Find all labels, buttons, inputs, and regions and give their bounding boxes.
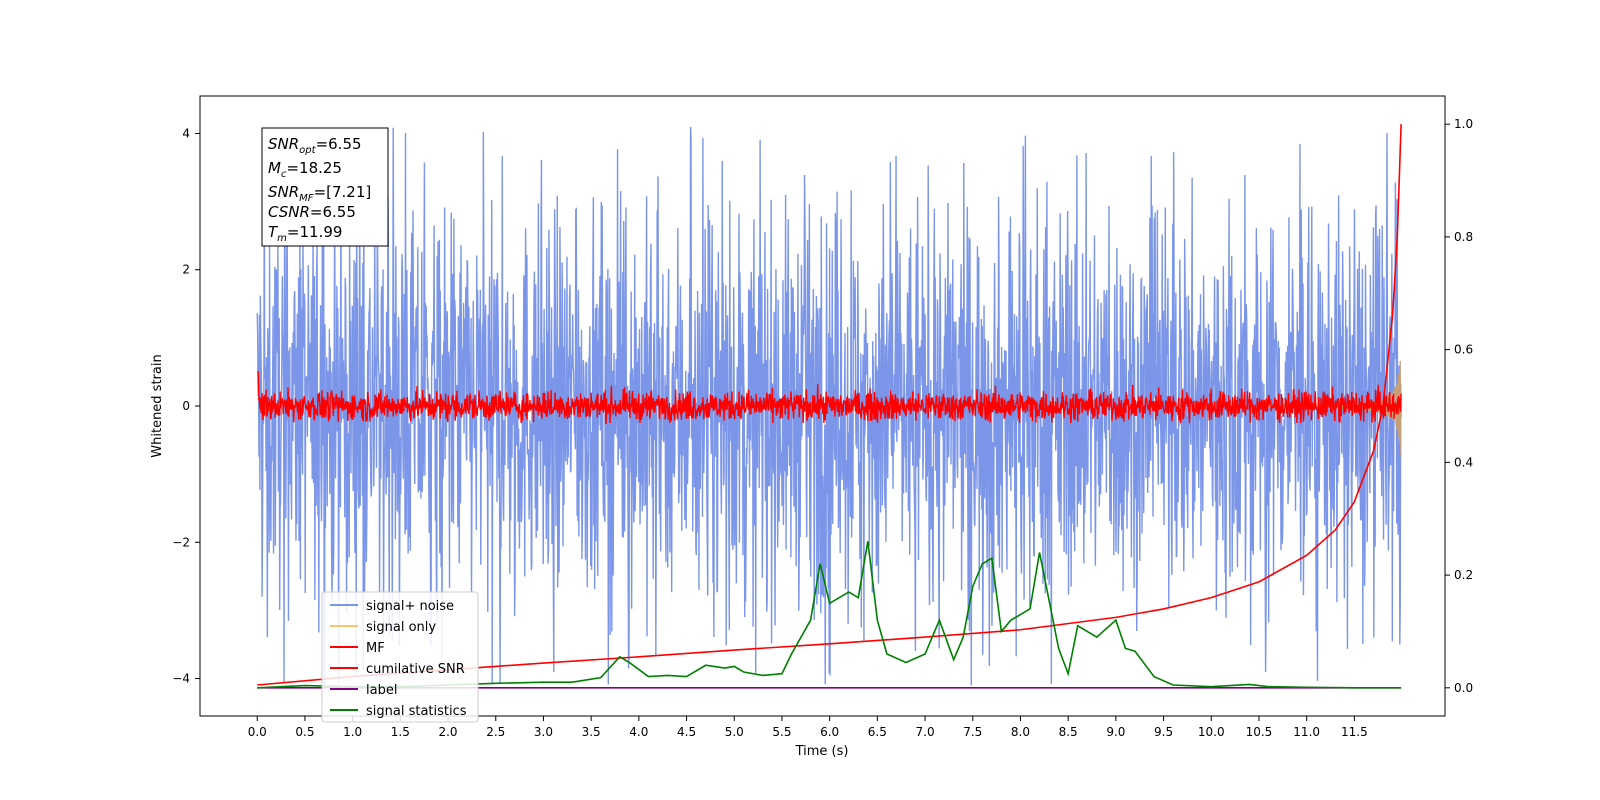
x-tick-label: 9.0 — [1106, 725, 1125, 739]
y-right-tick-label: 0.4 — [1454, 455, 1473, 469]
x-tick-label: 1.0 — [343, 725, 362, 739]
x-tick-label: 7.5 — [963, 725, 982, 739]
info-box: SNRopt=6.55 Mc=18.25 SNRMF=[7.21] CSNR=6… — [261, 127, 389, 247]
info-tm: Tm=11.99 — [268, 223, 342, 244]
legend-label: signal+ noise — [366, 599, 454, 614]
x-tick-label: 10.0 — [1198, 725, 1225, 739]
y-tick-label: 0 — [182, 399, 190, 413]
y-tick-label: −2 — [172, 535, 190, 549]
x-tick-label: 3.5 — [582, 725, 601, 739]
x-tick-label: 4.0 — [629, 725, 648, 739]
legend-label: MF — [366, 641, 385, 656]
legend-label: label — [366, 683, 397, 698]
x-tick-label: 7.0 — [916, 725, 935, 739]
legend: signal+ noise signal only MF cumilative SNR… — [321, 591, 479, 723]
x-tick-label: 11.0 — [1293, 725, 1320, 739]
y-axis-left: 4 2 0 −2 −4 — [172, 126, 200, 686]
y-tick-label: 4 — [182, 126, 190, 140]
x-tick-label: 2.0 — [438, 725, 457, 739]
legend-entries: signal+ noise signal only MF cumilative SNR… — [330, 599, 467, 719]
x-tick-label: 4.5 — [677, 725, 696, 739]
series-layer — [256, 124, 1402, 689]
x-tick-label: 5.0 — [725, 725, 744, 739]
x-tick-label: 0.0 — [248, 725, 267, 739]
info-box-frame — [261, 127, 389, 247]
y-right-tick-label: 0.6 — [1454, 343, 1473, 357]
info-snr-mf: SNRMF=[7.21] — [268, 183, 371, 204]
y-right-tick-label: 0.8 — [1454, 230, 1473, 244]
y-right-tick-label: 1.0 — [1454, 117, 1473, 131]
legend-label: cumilative SNR — [366, 662, 465, 677]
legend-label: signal only — [366, 620, 436, 635]
y-tick-label: −4 — [172, 672, 190, 686]
series-line-mf — [257, 371, 1402, 424]
x-tick-label: 8.5 — [1059, 725, 1078, 739]
x-tick-label: 9.5 — [1154, 725, 1173, 739]
y-right-tick-label: 0.2 — [1454, 568, 1473, 582]
legend-label: signal statistics — [366, 704, 467, 719]
x-axis: 0.0 0.5 1.0 1.5 2.0 2.5 3.0 3.5 4.0 4.5 5.0 5.5 6.0 6… — [248, 716, 1368, 739]
info-mc: Mc=18.25 — [268, 159, 342, 180]
series-line-signal-statistics — [257, 541, 1402, 689]
x-tick-label: 1.5 — [391, 725, 410, 739]
y-axis-label: Whitened strain — [150, 354, 165, 457]
x-tick-label: 2.5 — [486, 725, 505, 739]
y-axis-right: 1.0 0.8 0.6 0.4 0.2 0.0 — [1445, 117, 1473, 695]
legend-frame — [321, 591, 479, 723]
x-tick-label: 10.5 — [1246, 725, 1273, 739]
x-tick-label: 8.0 — [1011, 725, 1030, 739]
info-csnr: CSNR=6.55 — [268, 203, 356, 221]
y-right-tick-label: 0.0 — [1454, 681, 1473, 695]
x-tick-label: 5.5 — [772, 725, 791, 739]
x-axis-label: Time (s) — [795, 744, 849, 759]
x-tick-label: 6.0 — [820, 725, 839, 739]
x-tick-label: 11.5 — [1341, 725, 1368, 739]
x-tick-label: 0.5 — [295, 725, 314, 739]
x-tick-label: 3.0 — [534, 725, 553, 739]
y-tick-label: 2 — [182, 263, 190, 277]
info-snr-opt: SNRopt=6.55 — [268, 135, 362, 156]
x-tick-label: 6.5 — [868, 725, 887, 739]
series-line-cumulative-snr — [257, 124, 1402, 686]
